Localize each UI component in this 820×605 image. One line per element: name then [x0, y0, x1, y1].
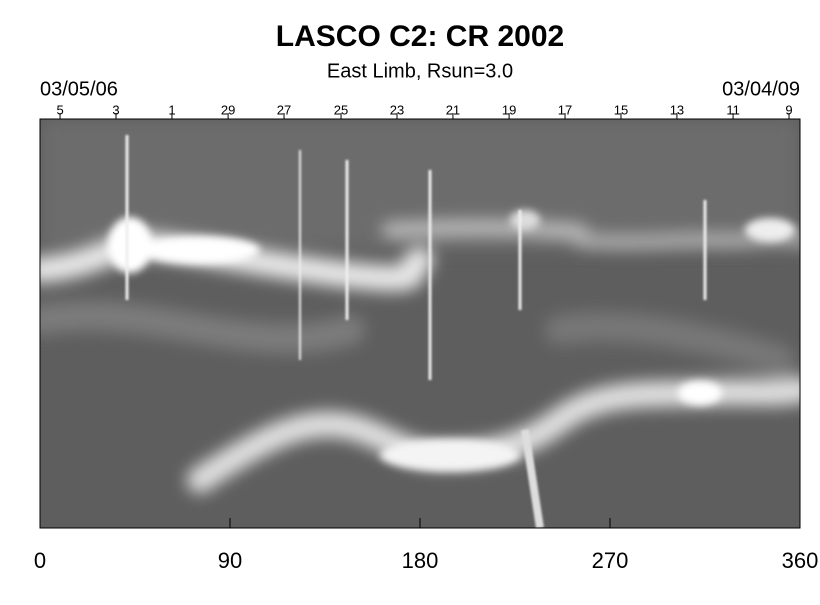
- x2-start-label: 03/05/06: [40, 78, 118, 100]
- x2-tick-label: 15: [614, 102, 628, 117]
- x2-tick-label: 25: [334, 102, 348, 117]
- chart-title: LASCO C2: CR 2002: [276, 20, 564, 53]
- x2-tick-label: 17: [558, 102, 572, 117]
- x-tick-label: 0: [34, 548, 46, 573]
- synoptic-map: [40, 119, 800, 528]
- x2-tick-label: 3: [112, 102, 119, 117]
- chart-subtitle: East Limb, Rsun=3.0: [327, 60, 513, 82]
- x2-end-label: 03/04/09: [722, 78, 800, 100]
- x-tick-label: 180: [402, 548, 439, 573]
- x-tick-label: 90: [218, 548, 242, 573]
- x2-tick-label: 19: [502, 102, 516, 117]
- x2-tick-label: 5: [56, 102, 63, 117]
- x2-tick-label: 11: [726, 102, 740, 117]
- x2-tick-label: 21: [446, 102, 460, 117]
- x2-tick-label: 9: [785, 102, 792, 117]
- x-tick-label: 270: [592, 548, 629, 573]
- x2-tick-label: 1: [168, 102, 175, 117]
- x2-tick-label: 23: [390, 102, 404, 117]
- x-tick-label: 360: [782, 548, 819, 573]
- x2-tick-label: 27: [277, 102, 291, 117]
- x2-tick-label: 29: [221, 102, 235, 117]
- x2-tick-label: 13: [670, 102, 684, 117]
